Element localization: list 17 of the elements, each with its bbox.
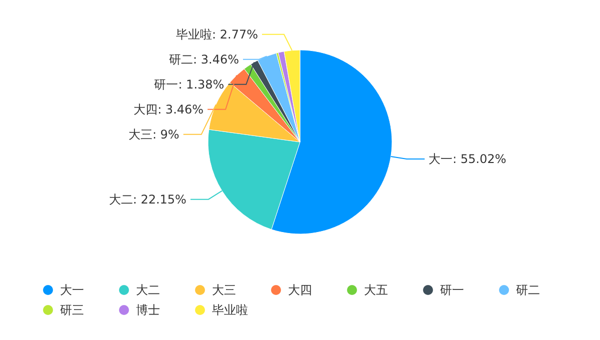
legend-label: 研二 [516,283,540,297]
legend-label: 研一 [440,283,464,297]
legend-label: 大二 [136,283,160,297]
data-label: 研二: 3.46% [169,52,239,66]
legend-label: 大三 [212,283,236,297]
data-label: 大三: 9% [128,127,180,142]
data-label: 大一: 55.02% [428,152,506,166]
legend-label: 大五 [364,283,388,297]
legend-label: 毕业啦 [212,303,248,317]
data-label: 研一: 1.38% [154,77,224,92]
data-label: 大四: 3.46% [134,102,204,116]
legend-label: 研三 [60,303,84,317]
data-label: 大二: 22.15% [108,192,186,206]
legend-label: 博士 [136,303,160,317]
data-label: 毕业啦: 2.77% [176,27,258,42]
legend-label: 大一 [60,283,84,297]
legend-label: 大四 [288,283,312,297]
